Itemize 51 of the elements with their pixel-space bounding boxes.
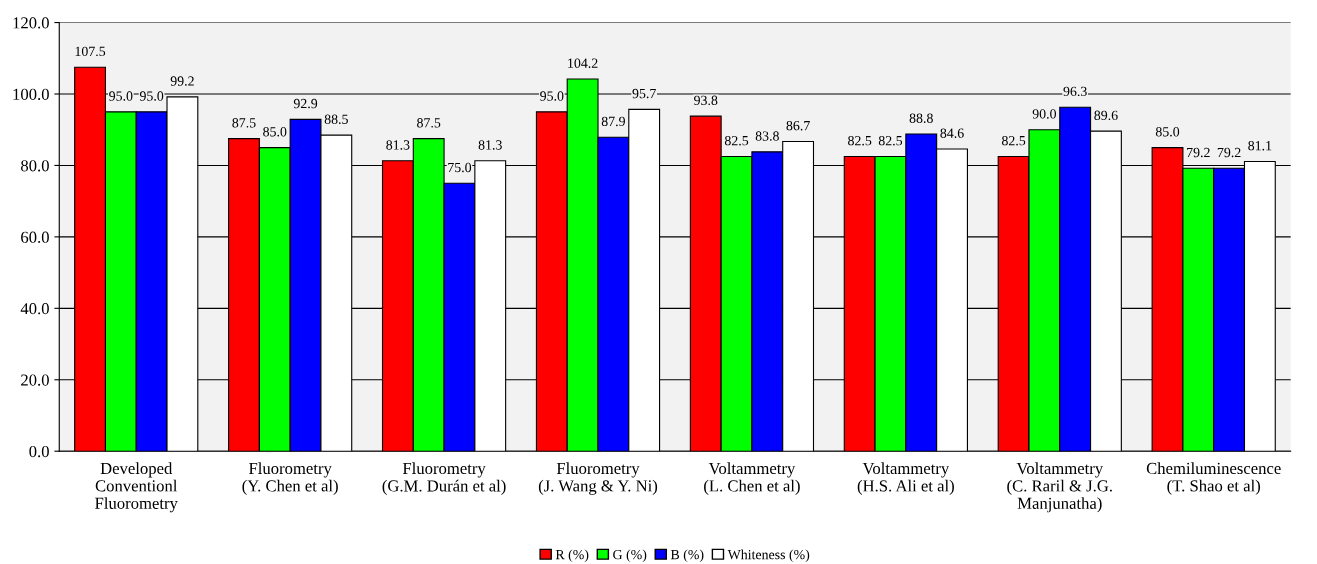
y-tick-label: 20.0	[21, 374, 49, 386]
data-label: 79.2	[1217, 147, 1241, 158]
data-label: 82.5	[1001, 135, 1026, 146]
data-label: 90.0	[1032, 109, 1056, 119]
data-label: 81.3	[478, 140, 502, 150]
data-label: 89.6	[1094, 110, 1118, 121]
data-label: 95.0	[109, 91, 133, 101]
x-tick-label: Fluorometry (G.M. Durán et al)	[382, 462, 506, 495]
data-label: 85.0	[1155, 127, 1180, 137]
data-label: 107.5	[75, 46, 106, 57]
x-tick-label: Voltammetry (C. Raril & J.G. Manjunatha)	[1007, 462, 1112, 513]
legend-label: G (%)	[613, 549, 647, 563]
data-label: 95.0	[540, 91, 564, 101]
data-label: 88.8	[909, 113, 933, 123]
data-label: 86.7	[786, 120, 810, 131]
data-label: 82.5	[724, 135, 749, 146]
data-label: 104.2	[568, 58, 598, 68]
data-label: 95.0	[139, 91, 164, 101]
data-label: 81.3	[386, 140, 410, 150]
data-label: 93.8	[694, 95, 718, 106]
data-label: 83.8	[755, 131, 779, 141]
y-tick-label: 0.0	[29, 445, 49, 458]
legend-label: B (%)	[670, 549, 704, 563]
x-tick-label: Developed Conventionl Fluorometry	[95, 462, 178, 513]
y-tick-label: 100.0	[13, 88, 49, 101]
y-tick-label: 80.0	[21, 160, 49, 172]
data-label: 81.1	[1248, 140, 1272, 151]
legend-label: Whiteness (%)	[727, 549, 810, 563]
data-label: 99.2	[170, 76, 194, 86]
x-tick-label: Voltammetry (H.S. Ali et al)	[857, 462, 954, 495]
data-label: 92.9	[293, 98, 318, 109]
data-label: 87.5	[417, 118, 441, 128]
x-tick-label: Fluorometry (J. Wang & Y. Ni)	[538, 462, 658, 495]
y-tick-label: 40.0	[20, 303, 49, 315]
data-label: 96.3	[1063, 86, 1087, 97]
data-label: 79.2	[1187, 147, 1210, 158]
data-label: 87.5	[232, 118, 256, 128]
data-label: 88.5	[324, 114, 348, 124]
x-tick-label: Chemiluminescence (T. Shao et al)	[1146, 462, 1281, 495]
data-label: 84.6	[940, 128, 964, 138]
x-tick-label: Voltammetry (L. Chen et al)	[704, 462, 800, 495]
data-label: 85.0	[263, 127, 287, 137]
data-label: 75.0	[448, 162, 472, 173]
data-label: 95.7	[632, 88, 656, 99]
legend-label: R (%)	[555, 549, 589, 563]
data-label: 82.5	[848, 135, 872, 146]
x-tick-label: Fluorometry (Y. Chen et al)	[242, 462, 338, 495]
y-tick-label: 120.0	[13, 17, 49, 29]
data-label: 82.5	[878, 135, 903, 146]
y-tick-label: 60.0	[21, 231, 49, 243]
data-label: 87.9	[601, 116, 625, 127]
